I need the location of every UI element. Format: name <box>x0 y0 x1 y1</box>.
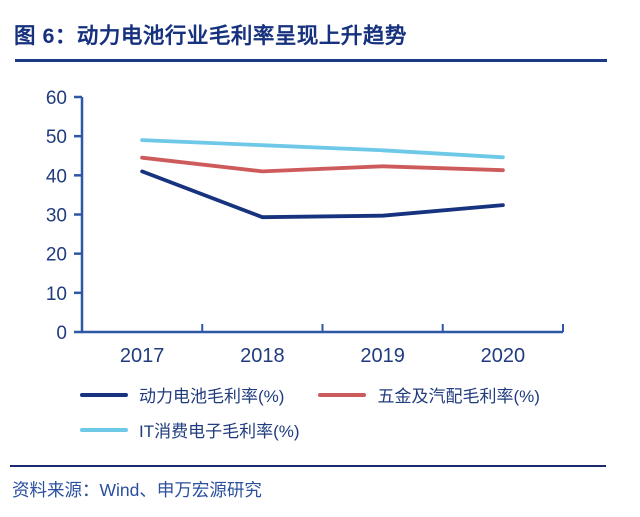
series-line-1 <box>140 155 505 174</box>
x-category-label: 2018 <box>240 345 285 367</box>
legend-item-battery: 动力电池毛利率(%) <box>80 382 284 407</box>
series-line-0 <box>140 169 505 220</box>
legend-swatch-hardware <box>318 392 367 397</box>
legend-row-1: 动力电池毛利率(%) 五金及汽配毛利率(%) <box>80 382 540 407</box>
x-category-label: 2017 <box>120 345 165 367</box>
y-tick-label: 30 <box>46 206 67 227</box>
legend-label-it: IT消费电子毛利率(%) <box>139 422 300 441</box>
y-tick-label: 60 <box>46 88 67 109</box>
x-category-label: 2019 <box>360 345 405 367</box>
chart-legend: 动力电池毛利率(%) 五金及汽配毛利率(%) IT消费电子毛利率(%) <box>80 382 540 442</box>
legend-label-hardware: 五金及汽配毛利率(%) <box>377 387 540 406</box>
figure-title: 图 6：动力电池行业毛利率呈现上升趋势 <box>14 24 407 48</box>
footer-divider <box>10 465 606 467</box>
y-tick-label: 50 <box>46 127 67 148</box>
y-tick-label: 0 <box>56 323 67 344</box>
title-underline <box>15 59 607 62</box>
margin-line-chart: 0 10 20 30 40 50 60 2017 2018 2019 2020 <box>46 88 564 367</box>
series-line-2 <box>140 138 505 160</box>
legend-item-hardware: 五金及汽配毛利率(%) <box>318 382 540 407</box>
legend-swatch-battery <box>80 392 128 397</box>
legend-label-battery: 动力电池毛利率(%) <box>139 387 285 406</box>
y-tick-label: 10 <box>46 284 67 305</box>
x-category-label: 2020 <box>481 345 526 367</box>
y-tick-label: 40 <box>46 166 67 187</box>
legend-row-2: IT消费电子毛利率(%) <box>80 417 540 442</box>
y-tick-label: 20 <box>46 245 67 266</box>
source-note: 资料来源：Wind、申万宏源研究 <box>12 480 262 500</box>
legend-swatch-it <box>80 427 128 432</box>
legend-item-it: IT消费电子毛利率(%) <box>80 417 300 442</box>
